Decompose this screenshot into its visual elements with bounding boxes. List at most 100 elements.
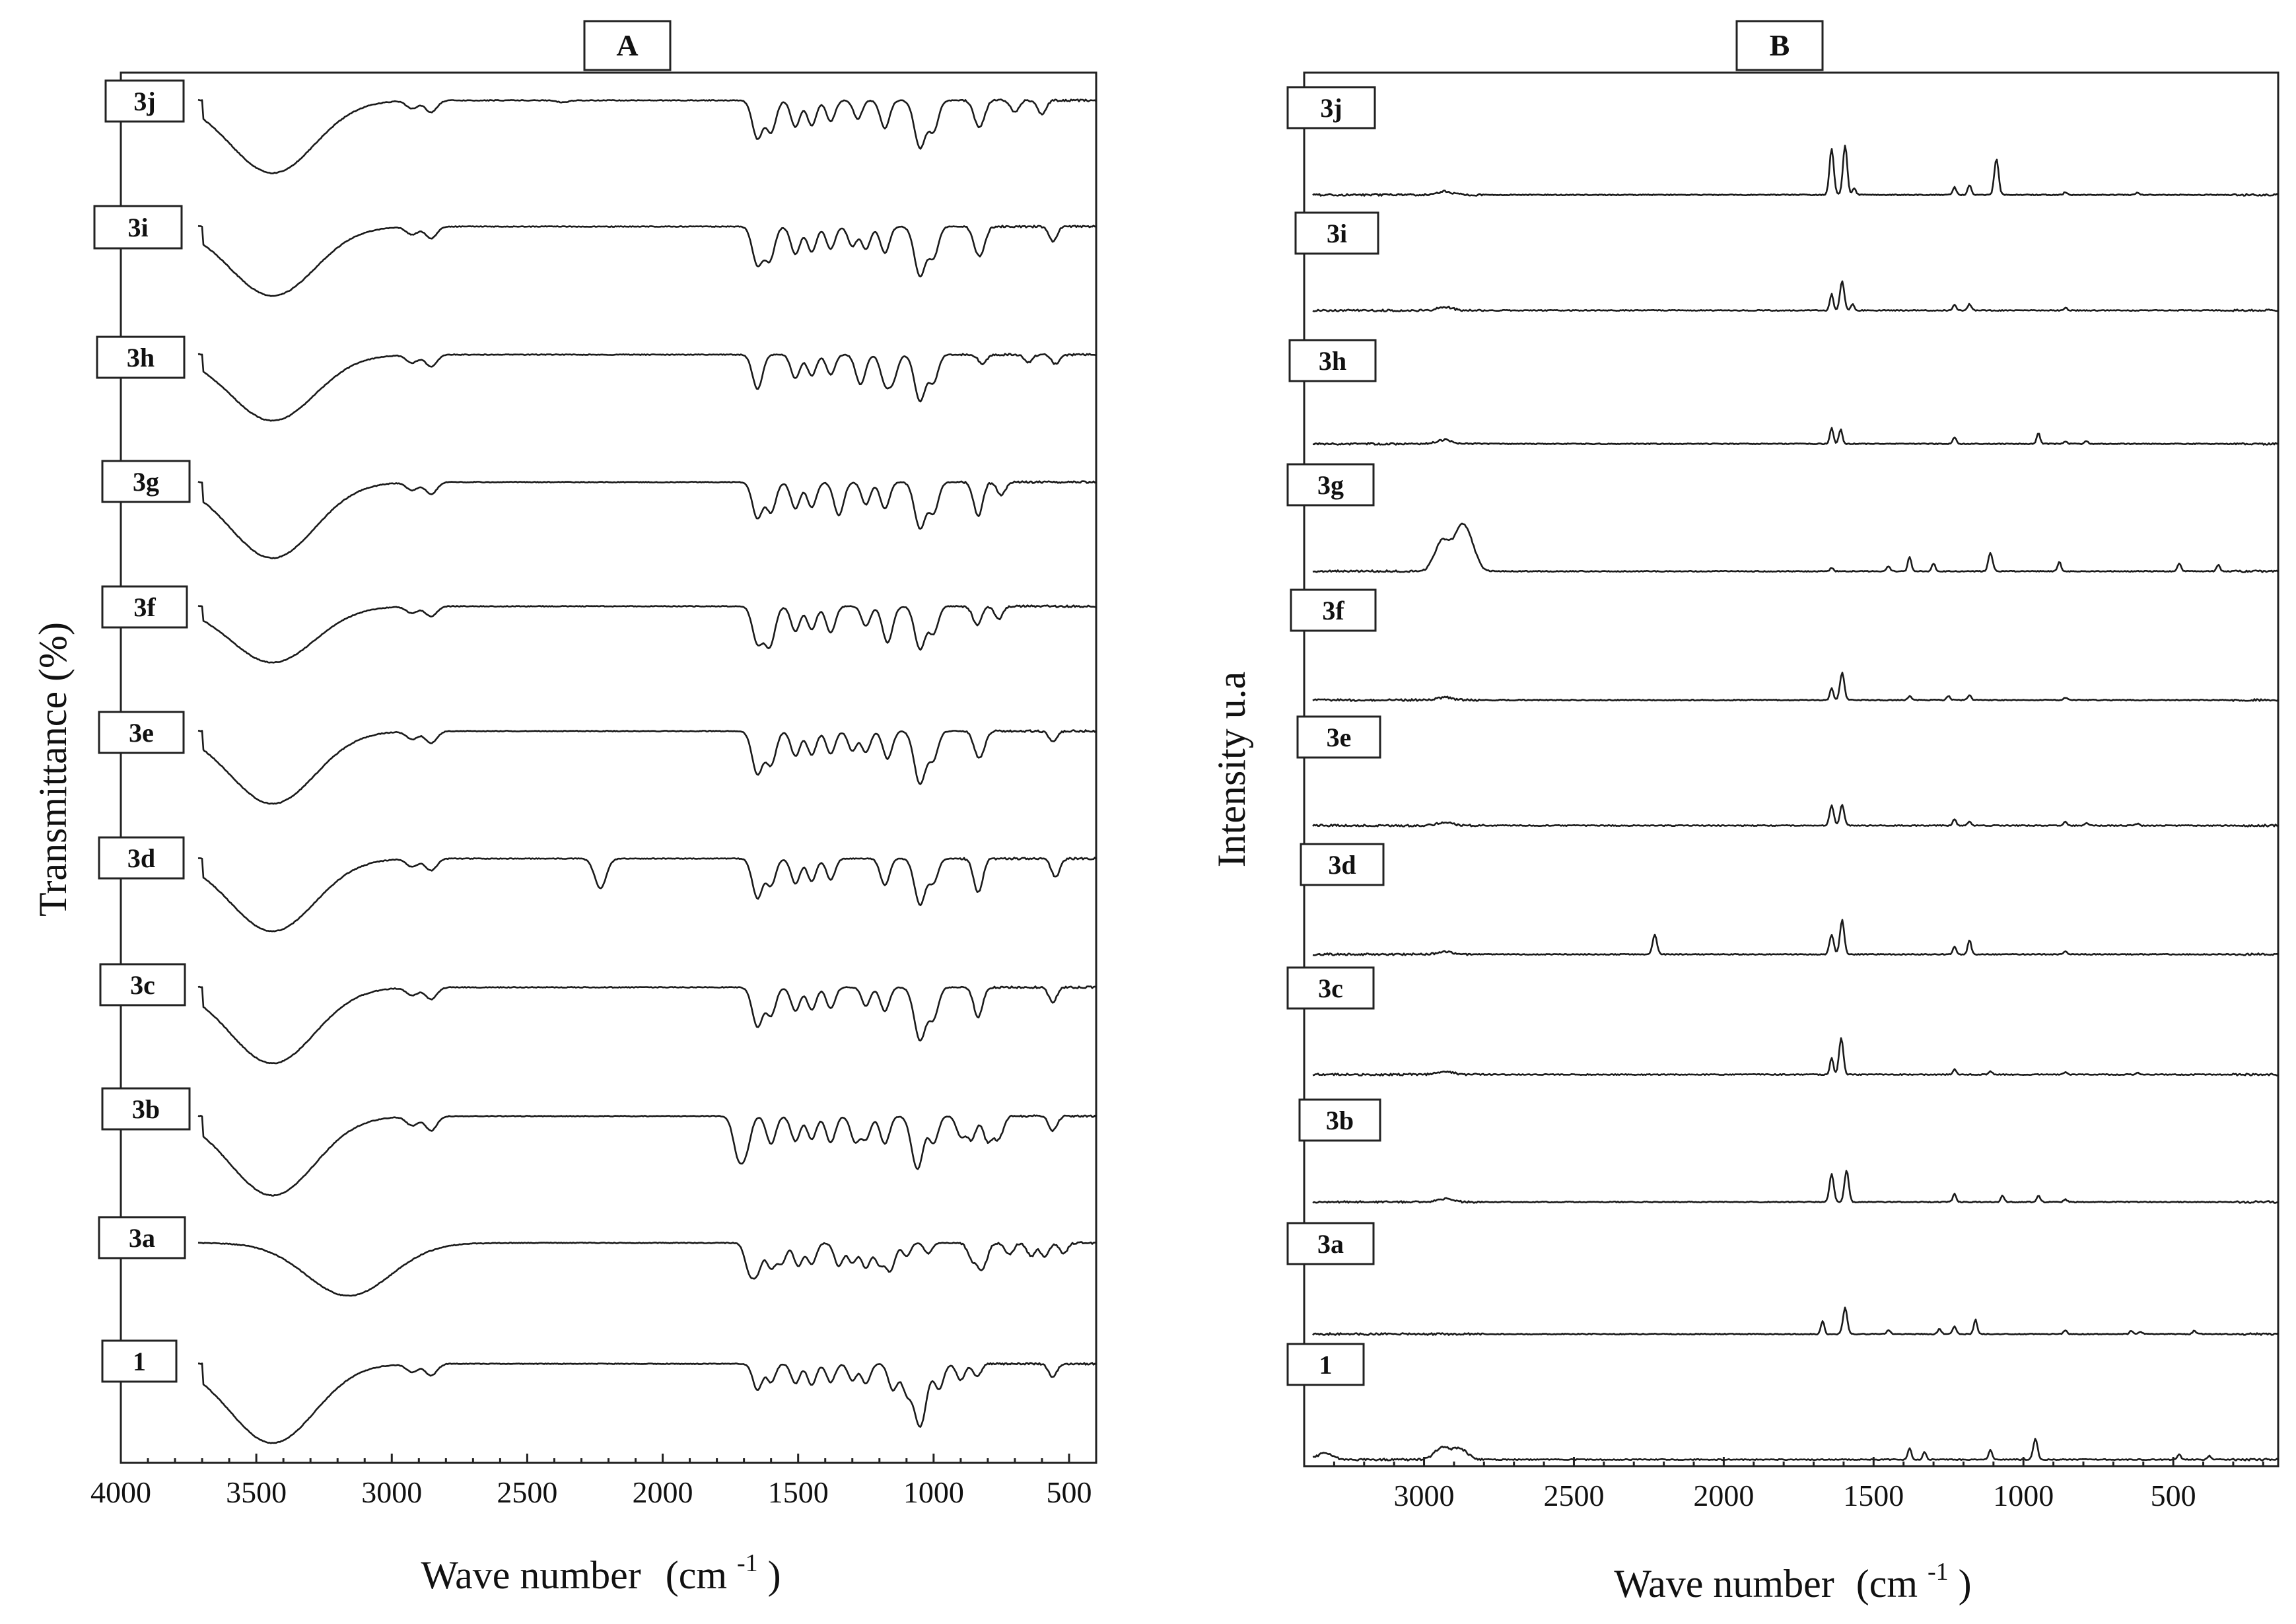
panel-a-xtick-label: 3500 [226,1475,287,1509]
panel-a-label-box-3i [93,205,183,250]
panel-a-y-axis-label: Transmittance (%) [31,622,75,917]
panel-a-xtick-label: 2000 [633,1475,693,1509]
panel-a-label-box-3g [101,460,191,503]
panel-a-label-3b: 3b [132,1094,160,1124]
panel-a-traces [197,98,1097,1444]
panel-b-xlabel-unit: (cm [1856,1562,1918,1606]
panel-b-trace-3h [1312,427,2279,446]
panel-a-xtick-label: 2500 [497,1475,557,1509]
panel-a-xlabel-close: ) [768,1553,781,1597]
panel-b-label-box-3f [1290,588,1377,632]
panel-a-x-axis-label: Wave number (cm -1 ) [421,1536,781,1597]
panel-b-label-3f: 3f [1322,596,1344,625]
panel-a-label-3e: 3e [129,718,154,748]
panel-a-trace-3i [197,225,1097,297]
panel-a-xtick-label: 4000 [90,1475,151,1509]
panel-a-trace-3a [197,1241,1097,1297]
panel-a-xtick-label: 1500 [768,1475,829,1509]
panel-a-xlabel-text: Wave number [421,1553,641,1597]
panel-a-trace-3b [197,1114,1097,1197]
panel-a: A 3j 3i 3h 3g 3f 3e 3d 3c 3b 3a 1 4000 3500 3000 2500… [31,20,1097,1597]
panel-a-xlabel-unit: (cm [666,1553,727,1597]
panel-b-label-box-3c [1286,966,1375,1010]
panel-b-xtick-label: 2000 [1693,1479,1754,1512]
panel-b: B 3j 3i 3h 3g 3f 3e 3d 3c 3b 3a 1 3000 2500 2000 1500… [1210,20,2279,1606]
panel-b-label-3c: 3c [1318,973,1343,1003]
panel-a-label-box-3h [96,335,186,379]
panel-b-trace-3e [1312,804,2279,828]
panel-b-trace-3g [1312,522,2279,573]
panel-a-label-box-3b [101,1087,191,1131]
panel-a-label-box-3e [98,711,185,754]
panel-a-trace-labels: 3j 3i 3h 3g 3f 3e 3d 3c 3b 3a 1 [93,79,191,1383]
panel-b-label-3e: 3e [1327,723,1352,752]
panel-b-label-box-3b [1298,1098,1381,1142]
panel-a-label-1: 1 [133,1347,146,1376]
panel-b-label-box-3d [1300,843,1385,886]
panel-a-label-3i: 3i [127,213,148,242]
panel-a-trace-3e [197,729,1097,805]
panel-b-trace-3i [1312,280,2279,312]
panel-a-xtick-label: 500 [1046,1475,1092,1509]
panel-b-trace-3d [1312,919,2279,956]
panel-b-title-box [1735,20,1824,71]
panel-a-label-3g: 3g [133,467,159,497]
panel-b-trace-3b [1312,1170,2279,1204]
panel-b-label-1: 1 [1319,1350,1333,1380]
panel-b-xtick-label: 500 [2151,1479,2196,1512]
panel-b-label-box-3h [1288,339,1377,382]
panel-a-title: A [616,28,638,62]
panel-b-label-3d: 3d [1328,850,1356,880]
panel-b-x-axis-label: Wave number (cm -1 ) [1614,1545,1971,1606]
panel-a-trace-3d [197,857,1097,933]
panel-a-label-3j: 3j [133,87,155,116]
panel-b-trace-3f [1312,672,2279,702]
panel-a-trace-3f [197,604,1097,664]
panel-a-plot-frame [120,71,1097,1464]
panel-a-label-3a: 3a [129,1223,155,1253]
panel-a-trace-3h [197,353,1097,422]
panel-a-label-box-3a [98,1216,186,1259]
panel-b-xtick-label: 1000 [1993,1479,2054,1512]
panel-a-label-box-3j [104,79,185,123]
panel-a-trace-3j [197,98,1097,174]
panel-b-trace-3c [1312,1037,2279,1077]
panel-b-label-box-3a [1286,1222,1375,1265]
panel-b-xtick-label: 2500 [1543,1479,1604,1512]
panel-a-xtick-label: 1000 [903,1475,964,1509]
panel-a-label-box-1 [101,1339,178,1383]
panel-b-xtick-label: 1500 [1843,1479,1904,1512]
panel-b-xlabel-text: Wave number [1614,1562,1834,1606]
panel-b-trace-1 [1312,1438,2279,1462]
panel-b-label-3h: 3h [1319,346,1346,376]
panel-b-label-box-3j [1286,86,1376,129]
panel-a-label-3c: 3c [130,970,155,1000]
panel-b-xlabel-close: ) [1959,1562,1972,1606]
panel-a-xtick-label: 3000 [361,1475,422,1509]
panel-b-label-box-3g [1286,463,1375,507]
panel-b-label-box-1 [1286,1343,1365,1386]
panel-b-label-box-3i [1294,211,1379,255]
panel-b-label-3a: 3a [1317,1229,1344,1259]
panel-b-traces [1312,145,2279,1462]
panel-a-label-3h: 3h [127,343,155,372]
panel-a-label-box-3f [101,585,188,629]
panel-b-label-3i: 3i [1327,219,1347,248]
panel-b-title: B [1770,28,1790,62]
panel-a-label-3d: 3d [127,843,155,873]
panel-b-trace-3a [1312,1306,2279,1336]
panel-a-label-box-3c [99,963,186,1006]
panel-b-trace-3j [1312,145,2279,197]
panel-b-trace-labels: 3j 3i 3h 3g 3f 3e 3d 3c 3b 3a 1 [1286,86,1385,1386]
panel-b-label-3b: 3b [1326,1106,1354,1135]
panel-b-label-3g: 3g [1317,470,1344,500]
panel-b-xlabel-sup: -1 [1928,1558,1949,1586]
panel-a-label-box-3d [98,836,185,880]
panel-a-trace-1 [198,1362,1097,1444]
panel-a-label-3f: 3f [133,592,156,622]
panel-b-label-box-3e [1296,715,1381,759]
panel-a-trace-3g [197,480,1097,559]
panel-a-xlabel-sup: -1 [737,1549,758,1577]
panel-b-label-3j: 3j [1320,93,1342,123]
